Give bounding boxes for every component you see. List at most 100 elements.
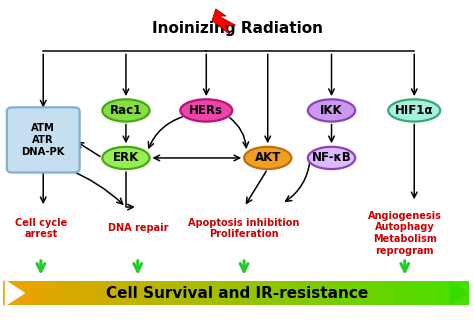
- Bar: [124, 281, 126, 305]
- Bar: [234, 281, 236, 305]
- Bar: [205, 281, 207, 305]
- Bar: [109, 281, 111, 305]
- Bar: [427, 281, 429, 305]
- Bar: [302, 281, 304, 305]
- Bar: [327, 281, 328, 305]
- Bar: [15, 281, 17, 305]
- Bar: [52, 281, 54, 305]
- Bar: [39, 281, 41, 305]
- Bar: [44, 281, 46, 305]
- Bar: [438, 281, 440, 305]
- Text: HERs: HERs: [189, 104, 223, 117]
- Bar: [217, 281, 219, 305]
- Bar: [336, 281, 338, 305]
- Bar: [357, 281, 359, 305]
- Bar: [328, 281, 330, 305]
- Bar: [95, 281, 97, 305]
- Bar: [282, 281, 284, 305]
- Ellipse shape: [102, 147, 150, 169]
- Bar: [203, 281, 205, 305]
- Bar: [296, 281, 298, 305]
- Bar: [112, 281, 114, 305]
- Ellipse shape: [102, 99, 150, 122]
- Bar: [67, 281, 69, 305]
- Bar: [311, 281, 313, 305]
- Bar: [345, 281, 347, 305]
- Bar: [279, 281, 281, 305]
- Text: Rac1: Rac1: [110, 104, 142, 117]
- Bar: [348, 281, 350, 305]
- Bar: [317, 281, 319, 305]
- Bar: [263, 281, 265, 305]
- Bar: [450, 281, 452, 305]
- Bar: [359, 281, 361, 305]
- Bar: [419, 281, 421, 305]
- Bar: [365, 281, 367, 305]
- Bar: [110, 281, 112, 305]
- Bar: [107, 281, 109, 305]
- Bar: [5, 281, 8, 305]
- Bar: [149, 281, 151, 305]
- Bar: [49, 281, 51, 305]
- Bar: [171, 281, 173, 305]
- Bar: [10, 281, 12, 305]
- Bar: [325, 281, 327, 305]
- Bar: [274, 281, 276, 305]
- Bar: [374, 281, 376, 305]
- Bar: [211, 281, 213, 305]
- Bar: [82, 281, 85, 305]
- Bar: [73, 281, 75, 305]
- Bar: [195, 281, 197, 305]
- Bar: [27, 281, 29, 305]
- Bar: [246, 281, 248, 305]
- Bar: [257, 281, 259, 305]
- Bar: [147, 281, 149, 305]
- Bar: [439, 281, 441, 305]
- Bar: [55, 281, 57, 305]
- Bar: [32, 281, 34, 305]
- Bar: [288, 281, 290, 305]
- Text: Angiogenesis
Autophagy
Metabolism
reprogram: Angiogenesis Autophagy Metabolism reprog…: [368, 211, 442, 256]
- Bar: [418, 281, 419, 305]
- Bar: [249, 281, 251, 305]
- Bar: [448, 281, 450, 305]
- Bar: [344, 281, 346, 305]
- Bar: [56, 281, 58, 305]
- Bar: [146, 281, 148, 305]
- Bar: [129, 281, 131, 305]
- Bar: [390, 281, 392, 305]
- Bar: [371, 281, 374, 305]
- Bar: [294, 281, 296, 305]
- Bar: [231, 281, 233, 305]
- Bar: [240, 281, 242, 305]
- Bar: [290, 281, 292, 305]
- Bar: [382, 281, 384, 305]
- Bar: [461, 281, 463, 305]
- Bar: [63, 281, 64, 305]
- Bar: [442, 281, 444, 305]
- Text: HIF1α: HIF1α: [395, 104, 434, 117]
- Bar: [299, 281, 301, 305]
- Bar: [342, 281, 344, 305]
- Bar: [316, 281, 318, 305]
- Bar: [455, 281, 457, 305]
- Bar: [180, 281, 182, 305]
- Bar: [355, 281, 356, 305]
- Bar: [441, 281, 443, 305]
- Bar: [64, 281, 66, 305]
- Bar: [173, 281, 176, 305]
- Bar: [392, 281, 393, 305]
- Bar: [38, 281, 40, 305]
- Bar: [72, 281, 74, 305]
- Bar: [19, 281, 21, 305]
- Bar: [399, 281, 401, 305]
- Bar: [308, 281, 310, 305]
- Bar: [16, 281, 18, 305]
- Bar: [291, 281, 293, 305]
- Bar: [7, 281, 9, 305]
- Bar: [435, 281, 437, 305]
- Bar: [223, 281, 225, 305]
- Bar: [97, 281, 99, 305]
- Bar: [456, 281, 458, 305]
- Bar: [92, 281, 94, 305]
